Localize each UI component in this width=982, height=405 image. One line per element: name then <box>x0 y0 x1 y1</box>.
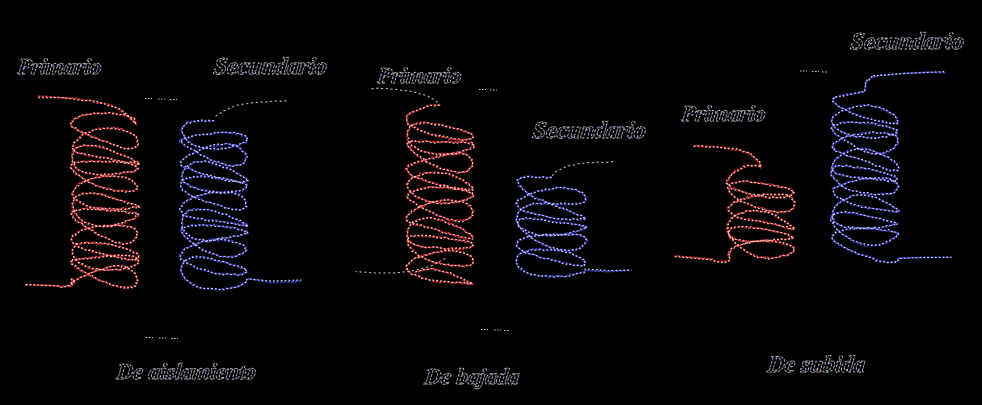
svg-text:Secundario: Secundario <box>212 54 328 80</box>
svg-text:Secundario: Secundario <box>212 54 328 80</box>
svg-text:De bajada: De bajada <box>422 364 520 389</box>
svg-text:Primario: Primario <box>375 63 463 88</box>
svg-text:Secundario: Secundario <box>849 29 965 55</box>
svg-text:De bajada: De bajada <box>422 364 520 389</box>
svg-text:Primario: Primario <box>375 63 463 88</box>
svg-text:Secundario: Secundario <box>531 118 647 144</box>
svg-text:Secundario: Secundario <box>849 29 965 55</box>
svg-text:De aislamiento: De aislamiento <box>114 359 257 384</box>
svg-text:Secundario: Secundario <box>849 29 965 55</box>
svg-text:De aislamiento: De aislamiento <box>114 359 257 384</box>
svg-text:De subida: De subida <box>765 352 867 378</box>
svg-text:Primario: Primario <box>15 54 103 79</box>
svg-text:Secundario: Secundario <box>531 118 647 144</box>
svg-text:De subida: De subida <box>765 352 867 378</box>
svg-text:Primario: Primario <box>679 101 767 126</box>
svg-text:Secundario: Secundario <box>531 118 647 144</box>
svg-text:Primario: Primario <box>679 101 767 126</box>
svg-text:Secundario: Secundario <box>212 54 328 80</box>
svg-text:Primario: Primario <box>679 101 767 126</box>
svg-text:Primario: Primario <box>375 63 463 88</box>
svg-text:Primario: Primario <box>15 54 103 79</box>
svg-text:De subida: De subida <box>765 352 867 378</box>
svg-text:De aislamiento: De aislamiento <box>114 359 257 384</box>
svg-text:De bajada: De bajada <box>422 364 520 389</box>
svg-text:Primario: Primario <box>15 54 103 79</box>
